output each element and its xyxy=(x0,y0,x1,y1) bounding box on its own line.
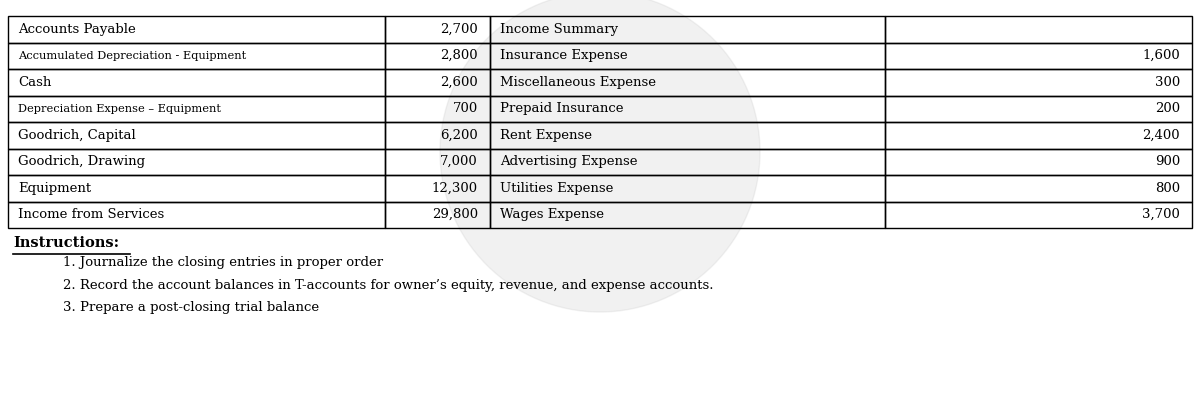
Text: 2,700: 2,700 xyxy=(440,23,478,36)
Text: Advertising Expense: Advertising Expense xyxy=(500,155,637,168)
Circle shape xyxy=(440,0,760,312)
Text: Prepaid Insurance: Prepaid Insurance xyxy=(500,102,624,115)
Text: 2. Record the account balances in T-accounts for owner’s equity, revenue, and ex: 2. Record the account balances in T-acco… xyxy=(64,278,714,291)
Text: Utilities Expense: Utilities Expense xyxy=(500,182,613,195)
Text: 6,200: 6,200 xyxy=(440,129,478,142)
Text: Cash: Cash xyxy=(18,76,52,89)
Text: 1,600: 1,600 xyxy=(1142,49,1180,62)
Text: Insurance Expense: Insurance Expense xyxy=(500,49,628,62)
Text: Income from Services: Income from Services xyxy=(18,208,164,221)
Text: 2,800: 2,800 xyxy=(440,49,478,62)
Text: Accumulated Depreciation - Equipment: Accumulated Depreciation - Equipment xyxy=(18,51,246,61)
Text: 700: 700 xyxy=(452,102,478,115)
Text: 29,800: 29,800 xyxy=(432,208,478,221)
Text: Rent Expense: Rent Expense xyxy=(500,129,592,142)
Text: Income Summary: Income Summary xyxy=(500,23,618,36)
Text: Instructions:: Instructions: xyxy=(13,236,119,250)
Text: Wages Expense: Wages Expense xyxy=(500,208,604,221)
Text: Goodrich, Capital: Goodrich, Capital xyxy=(18,129,136,142)
Text: 900: 900 xyxy=(1154,155,1180,168)
Text: 300: 300 xyxy=(1154,76,1180,89)
Text: Miscellaneous Expense: Miscellaneous Expense xyxy=(500,76,656,89)
Text: Depreciation Expense – Equipment: Depreciation Expense – Equipment xyxy=(18,104,221,114)
Text: Goodrich, Drawing: Goodrich, Drawing xyxy=(18,155,145,168)
Text: 7,000: 7,000 xyxy=(440,155,478,168)
Text: 2,600: 2,600 xyxy=(440,76,478,89)
Text: 3,700: 3,700 xyxy=(1142,208,1180,221)
Text: 12,300: 12,300 xyxy=(432,182,478,195)
Text: Equipment: Equipment xyxy=(18,182,91,195)
Text: 800: 800 xyxy=(1154,182,1180,195)
Text: 200: 200 xyxy=(1154,102,1180,115)
Text: 2,400: 2,400 xyxy=(1142,129,1180,142)
Text: 3. Prepare a post-closing trial balance: 3. Prepare a post-closing trial balance xyxy=(64,301,319,314)
Text: 1. Journalize the closing entries in proper order: 1. Journalize the closing entries in pro… xyxy=(64,256,383,269)
Text: Accounts Payable: Accounts Payable xyxy=(18,23,136,36)
